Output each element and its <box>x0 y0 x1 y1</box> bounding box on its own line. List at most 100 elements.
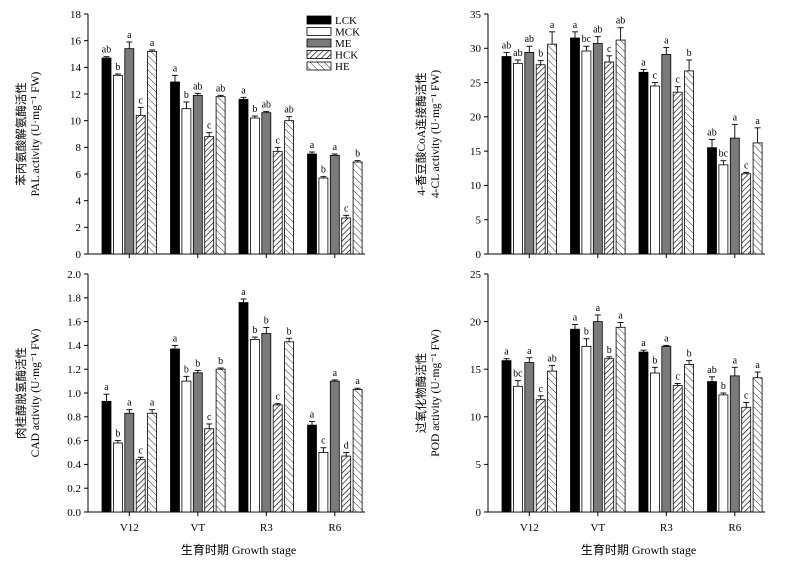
x-tick-label: R3 <box>260 522 273 534</box>
significance-letter: ab <box>102 45 111 56</box>
bar-me <box>592 321 603 513</box>
significance-letter: ab <box>547 353 556 364</box>
significance-letter: b <box>607 345 612 356</box>
panel-bottom-left: 0.0 0.2 0.4 0.6 0.8 1.0 1.2 1.4 1.6 1.8 2.0 V12 a b a c… <box>14 269 365 557</box>
significance-letter: a <box>333 368 338 379</box>
panel-bottom-right: 0510152025V12abcacabVTababaR3abacbR6abba… <box>414 269 765 557</box>
significance-letter: b <box>264 316 269 327</box>
significance-letter: a <box>127 398 132 409</box>
bar-lck <box>307 424 317 513</box>
bar-hck <box>672 91 683 255</box>
significance-letter: a <box>527 346 532 357</box>
y-tick-label: 20 <box>470 316 482 328</box>
bar-me <box>261 112 272 255</box>
bar-me <box>524 362 535 513</box>
bar-hck <box>341 217 352 255</box>
significance-letter: a <box>755 360 760 371</box>
y-tick-label: 18 <box>70 9 82 21</box>
significance-letter: ab <box>525 34 534 45</box>
y-tick-label: 5 <box>476 215 482 227</box>
legend-label-mck: MCK <box>335 27 360 39</box>
y-tick-label: 15 <box>470 146 482 158</box>
bar-hck <box>204 428 215 513</box>
y-tick-label: 0 <box>76 249 82 261</box>
bar-mck <box>249 117 260 255</box>
y-tick-label: 16 <box>70 35 82 47</box>
bar-hck <box>135 459 146 513</box>
bar-he <box>147 412 158 513</box>
legend-label-he: HE <box>335 61 350 73</box>
bar-he <box>615 39 626 255</box>
significance-letter: a <box>241 287 246 298</box>
bar-lck <box>307 153 317 255</box>
bar-mck <box>581 345 592 513</box>
bar-mck <box>513 385 523 513</box>
significance-letter: c <box>675 75 680 86</box>
significance-letter: c <box>675 371 680 382</box>
significance-letter: a <box>641 58 646 69</box>
significance-letter: a <box>733 112 738 123</box>
bar-he <box>547 43 557 255</box>
significance-letter: a <box>127 30 132 41</box>
x-tick-label: R3 <box>660 522 673 534</box>
y-axis-title-en: POD activity (U·mg⁻¹ FW) <box>430 329 442 457</box>
legend-swatch-me <box>306 38 332 48</box>
significance-letter: ab <box>707 365 716 376</box>
bar-lck <box>238 302 249 513</box>
bar-lck <box>501 360 512 513</box>
x-tick-label: VT <box>190 522 205 534</box>
bar-he <box>352 389 363 513</box>
significance-letter: c <box>607 44 612 55</box>
significance-letter: ab <box>616 16 625 27</box>
bar-he <box>752 142 763 255</box>
significance-letter: b <box>252 325 257 336</box>
bar-lck <box>707 147 717 255</box>
legend-label-hck: HCK <box>335 50 358 62</box>
bar-he <box>615 326 626 513</box>
y-tick-label: 8 <box>76 142 82 154</box>
bar-he <box>284 120 295 255</box>
significance-letter: b <box>355 149 360 160</box>
significance-letter: c <box>744 391 749 402</box>
significance-letter: a <box>664 333 669 344</box>
x-tick-label: V12 <box>120 522 139 534</box>
significance-letter: c <box>344 203 349 214</box>
bar-lck <box>238 98 249 255</box>
significance-letter: ab <box>593 25 602 36</box>
y-tick-label: 5 <box>476 459 482 471</box>
significance-letter: c <box>207 412 212 423</box>
significance-letter: a <box>355 376 360 387</box>
bar-mck <box>718 164 729 255</box>
y-tick-label: 0.0 <box>67 507 81 519</box>
significance-letter: ab <box>513 48 522 59</box>
y-tick-label: 1.8 <box>67 293 81 305</box>
significance-letter: a <box>641 338 646 349</box>
y-tick-label: 0 <box>476 249 482 261</box>
y-tick-label: 12 <box>70 89 81 101</box>
y-axis-title-en: CAD activity (U·mg⁻¹ FW) <box>30 329 42 458</box>
significance-letter: b <box>218 356 223 367</box>
significance-letter: a <box>333 142 338 153</box>
legend-swatch-he <box>306 61 332 71</box>
significance-letter: bc <box>719 149 729 160</box>
significance-letter: a <box>150 38 155 49</box>
significance-letter: ab <box>262 99 271 110</box>
bar-hck <box>204 136 215 255</box>
significance-letter: b <box>252 104 257 115</box>
bar-me <box>124 412 135 513</box>
significance-letter: c <box>138 445 143 456</box>
significance-letter: b <box>184 90 189 101</box>
significance-letter: b <box>687 349 692 360</box>
legend-swatch-lck <box>306 15 332 25</box>
significance-letter: a <box>573 312 578 323</box>
bar-lck <box>570 328 580 513</box>
x-tick-label: R6 <box>728 522 741 534</box>
bar-lck <box>707 381 717 513</box>
bar-he <box>215 96 226 255</box>
significance-letter: d <box>344 441 349 452</box>
y-tick-label: 25 <box>470 77 482 89</box>
x-axis-title: 生育时期 Growth stage <box>181 542 296 557</box>
